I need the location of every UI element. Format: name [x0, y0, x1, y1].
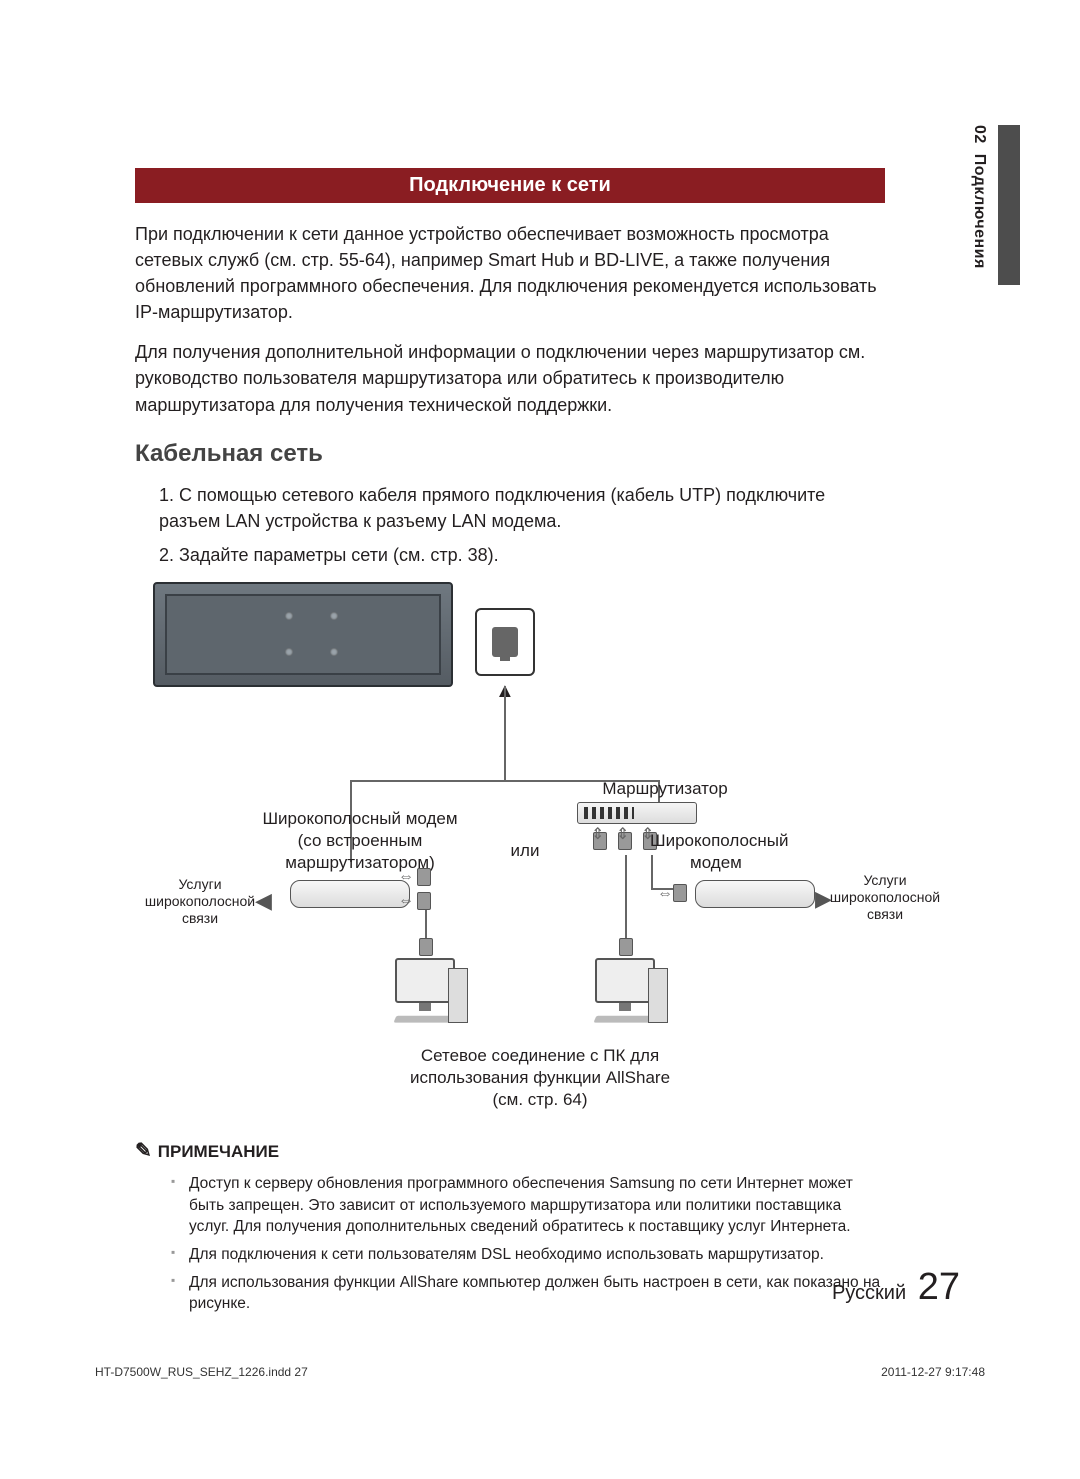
broadband-service-left: Услуги широкополосной связи [125, 876, 275, 926]
arrow-left-icon: ◀ [255, 888, 272, 914]
modem-router-label: Широкополосный модем (со встроенным марш… [220, 808, 500, 874]
arrow-right-icon: ▶ [815, 886, 832, 912]
or-label: или [500, 840, 550, 862]
section-banner: Подключение к сети [135, 168, 885, 203]
side-tab: 02 Подключения [970, 125, 988, 269]
content-area: Подключение к сети При подключении к сет… [135, 168, 885, 1321]
note-block: ✎ПРИМЕЧАНИЕ Доступ к серверу обновления … [135, 1138, 885, 1315]
subheading: Кабельная сеть [135, 440, 885, 468]
pc-left-icon [380, 958, 470, 1038]
step-2: 2. Задайте параметры сети (см. стр. 38). [159, 542, 885, 568]
page-language: Русский [832, 1282, 906, 1304]
page-number: 27 [918, 1266, 960, 1308]
broadband-modem-label: Широкополосный модем [650, 830, 870, 874]
pc-caption: Сетевое соединение с ПК для использовани… [370, 1045, 710, 1111]
router-label: Маршрутизатор [575, 778, 755, 800]
steps-list: 1. С помощью сетевого кабеля прямого под… [135, 482, 885, 568]
device-back-panel [153, 582, 453, 687]
broadband-service-right: Услуги широкополосной связи [815, 872, 955, 922]
note-heading: ✎ПРИМЕЧАНИЕ [135, 1138, 885, 1163]
notes-list: Доступ к серверу обновления программного… [135, 1173, 885, 1315]
note-item: Доступ к серверу обновления программного… [171, 1173, 885, 1238]
note-item: Для использования функции AllShare компь… [171, 1272, 885, 1315]
intro-para-2: Для получения дополнительной информации … [135, 339, 885, 417]
pc-right-icon [580, 958, 670, 1038]
step-1: 1. С помощью сетевого кабеля прямого под… [159, 482, 885, 534]
doc-timestamp: 2011-12-27 9:17:48 [881, 1365, 985, 1379]
doc-id: HT-D7500W_RUS_SEHZ_1226.indd 27 [95, 1365, 308, 1379]
modem-left-icon [290, 880, 410, 908]
diagram: ▲ Маршрутизатор ⇕ ⇕ ⇕ Широкополосный мод… [135, 580, 885, 1110]
intro-para-1: При подключении к сети данное устройство… [135, 221, 885, 325]
page: 02 Подключения Подключение к сети При по… [0, 0, 1080, 1479]
side-tab-block [998, 125, 1020, 285]
chapter-number: 02 [971, 125, 988, 144]
note-icon: ✎ [135, 1140, 152, 1162]
lan-port-callout [475, 608, 535, 676]
note-item: Для подключения к сети пользователям DSL… [171, 1244, 885, 1266]
router-icon [577, 802, 697, 824]
document-footer: HT-D7500W_RUS_SEHZ_1226.indd 27 2011-12-… [95, 1365, 985, 1379]
chapter-title: Подключения [971, 154, 988, 269]
page-footer: Русский 27 [832, 1266, 960, 1309]
modem-right-icon [695, 880, 815, 908]
